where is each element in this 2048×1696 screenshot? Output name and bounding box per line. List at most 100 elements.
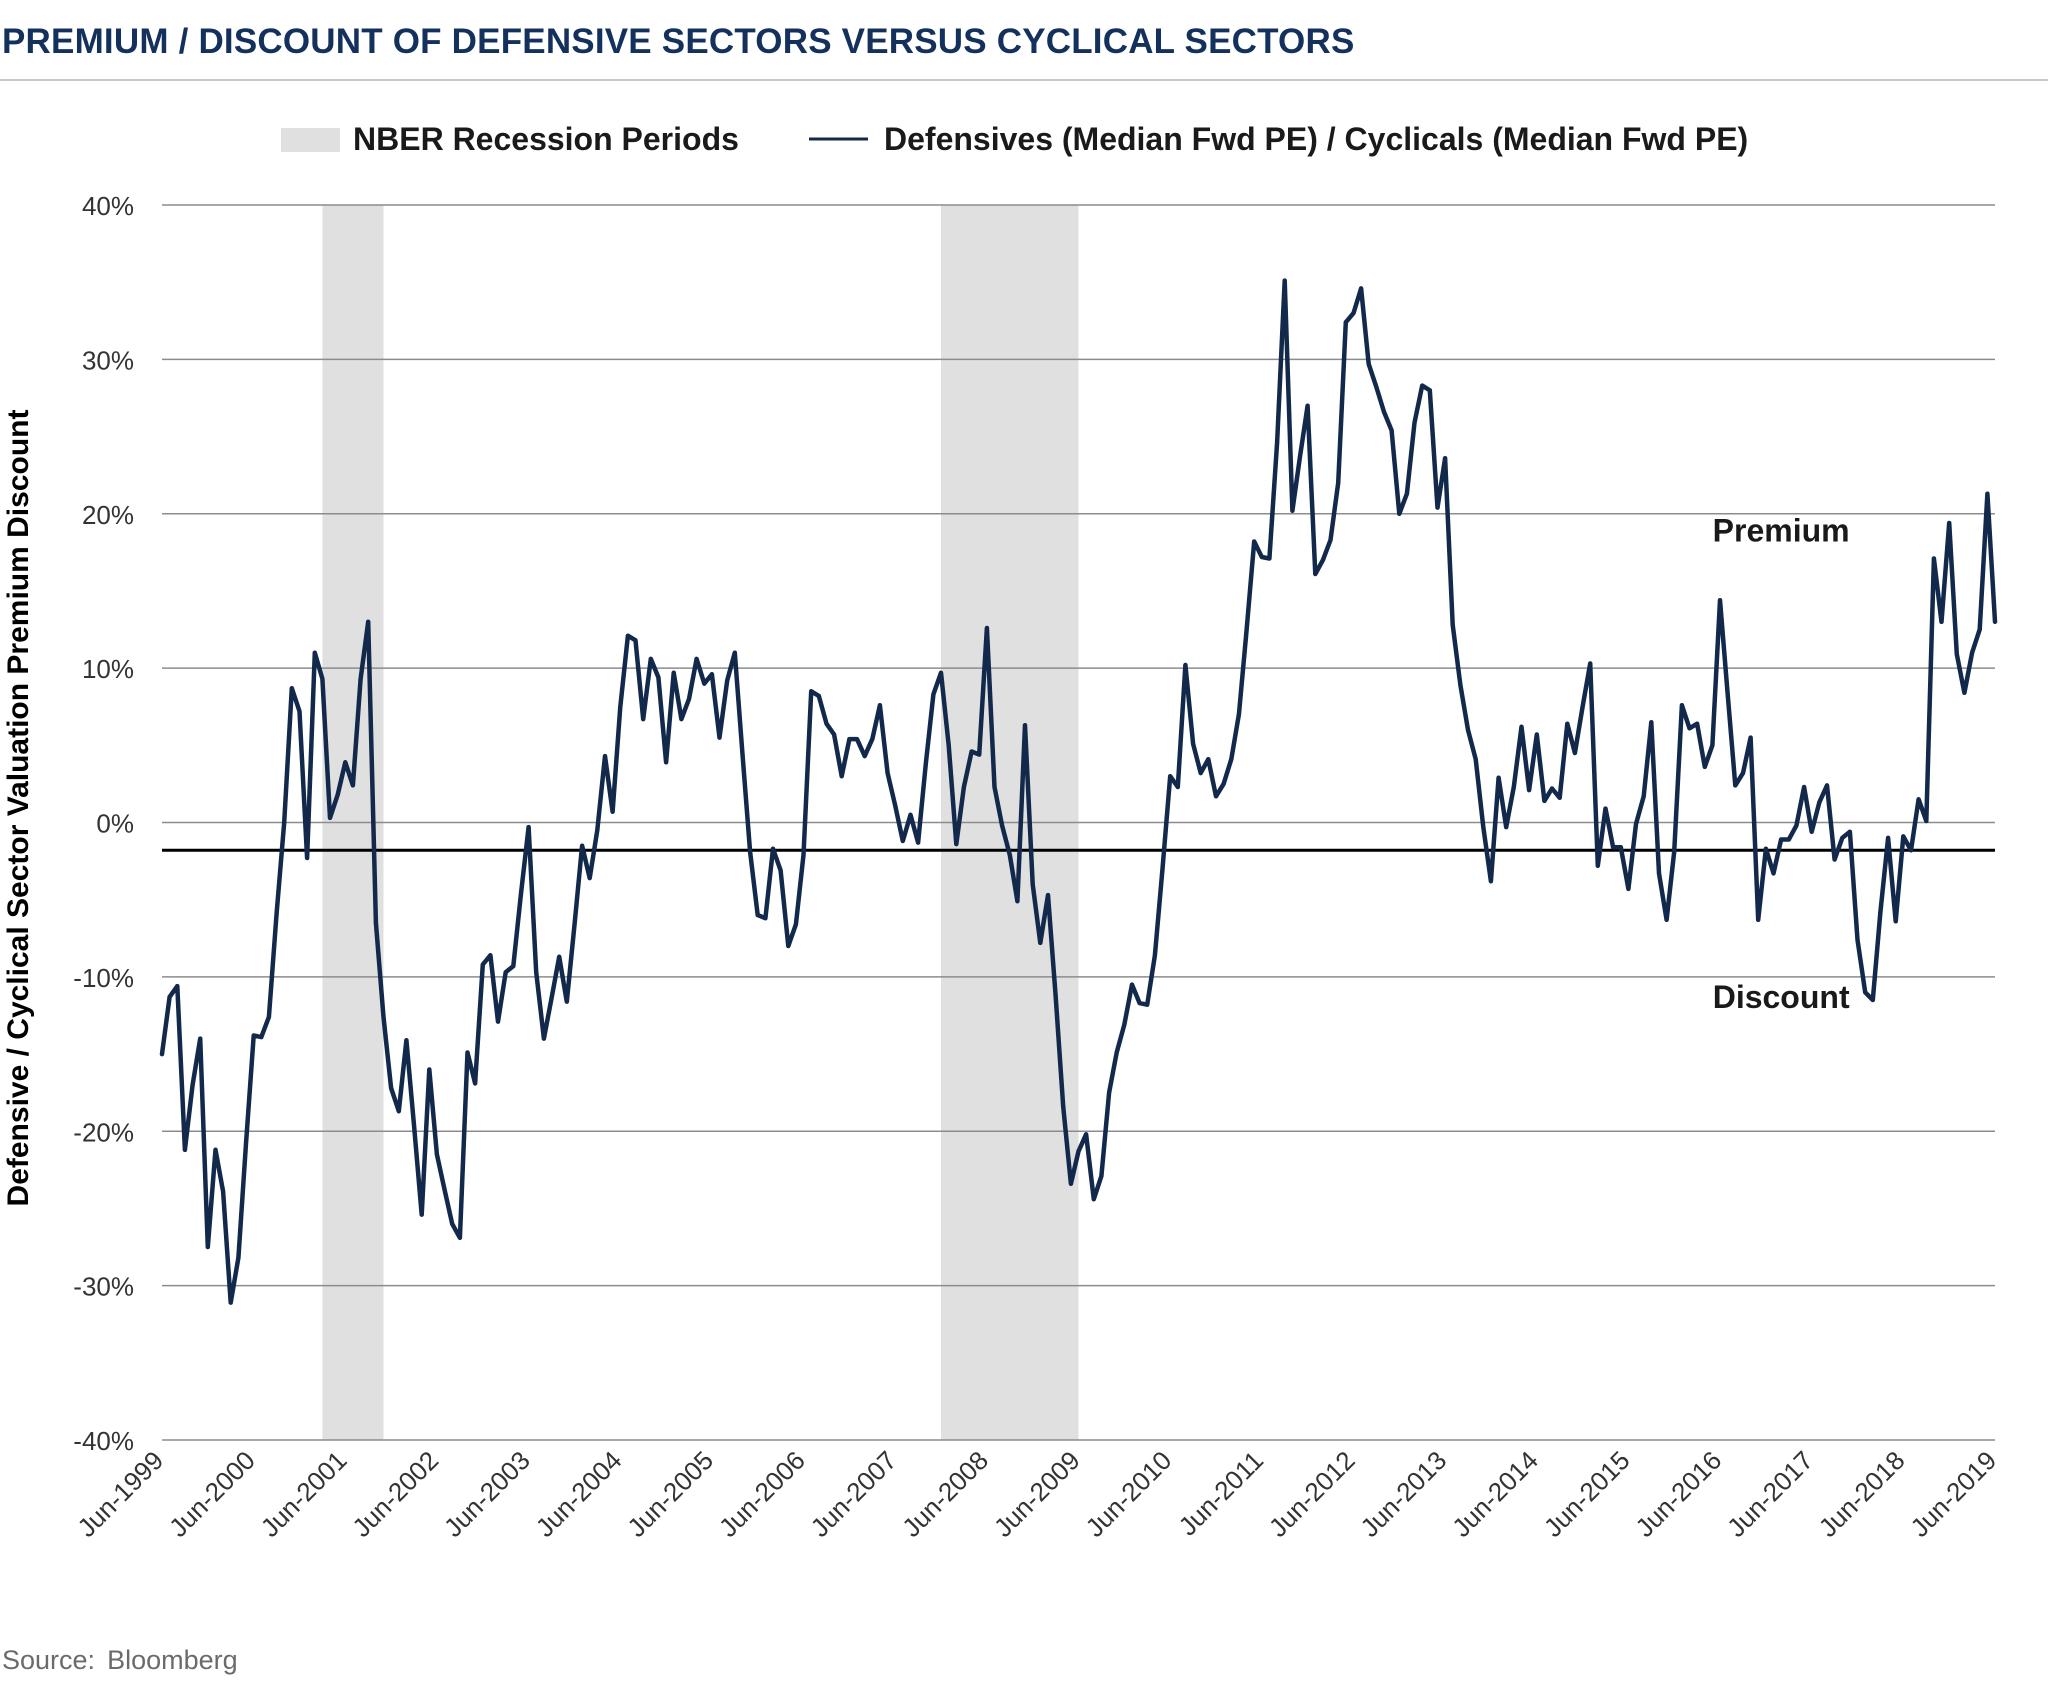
data-point (801, 852, 806, 857)
data-point (946, 743, 951, 748)
data-point (1840, 835, 1845, 840)
data-point (1130, 982, 1134, 987)
data-point (862, 754, 867, 759)
data-point (1916, 797, 1921, 802)
data-point (702, 681, 707, 686)
data-point (580, 843, 585, 848)
data-point (373, 920, 378, 925)
data-point (557, 954, 562, 959)
data-point (1320, 558, 1325, 563)
data-point (687, 697, 691, 701)
data-point (1175, 785, 1180, 789)
data-point (900, 839, 905, 843)
data-point (1298, 454, 1302, 459)
y-axis-label: Defensive / Cyclical Sector Valuation Pr… (2, 410, 35, 1207)
data-point (1504, 825, 1509, 830)
x-tick-label: Jun-2007 (805, 1445, 903, 1543)
data-point (809, 689, 814, 694)
data-point (1924, 819, 1929, 823)
data-point (717, 735, 722, 740)
data-point (1206, 757, 1211, 762)
data-point (1931, 556, 1936, 561)
data-point (1038, 940, 1043, 945)
data-point (541, 1036, 546, 1041)
data-point (228, 1300, 233, 1305)
data-point (1618, 845, 1623, 850)
data-point (496, 1019, 500, 1024)
data-point (182, 1147, 187, 1152)
data-point (1779, 837, 1784, 842)
data-point (381, 1015, 386, 1019)
y-tick-label: -10% (73, 963, 134, 993)
data-point (992, 785, 997, 789)
data-point (725, 678, 730, 683)
data-point (763, 916, 768, 921)
data-point (1756, 917, 1761, 922)
data-point (1832, 857, 1837, 862)
data-point (1443, 456, 1448, 461)
data-point (1985, 491, 1990, 496)
data-point (1397, 511, 1402, 516)
data-point (1542, 798, 1547, 803)
data-point (778, 868, 783, 873)
data-point (1435, 505, 1440, 510)
data-point (1565, 721, 1570, 726)
data-point (1664, 917, 1669, 922)
data-point (885, 771, 890, 776)
data-point (549, 996, 554, 1001)
data-point (1634, 822, 1638, 826)
data-point (305, 856, 310, 860)
series-layer (159, 278, 1998, 1305)
x-tick-label: Jun-2001 (255, 1445, 353, 1543)
data-point (1068, 1181, 1073, 1186)
data-point (244, 1141, 248, 1146)
data-point (595, 828, 600, 833)
data-point (816, 693, 821, 698)
y-tick-label: 10% (82, 654, 134, 684)
data-point (618, 704, 623, 709)
x-tick-label: Jun-2016 (1629, 1445, 1727, 1543)
data-point (1290, 508, 1295, 513)
data-point (412, 1123, 416, 1128)
data-point (1053, 993, 1058, 998)
data-point (1825, 783, 1829, 788)
x-tick-label: Jun-1999 (71, 1445, 169, 1543)
data-point (480, 962, 485, 967)
data-point (1511, 785, 1516, 789)
data-point (977, 752, 982, 757)
x-tick-label: Jun-2010 (1080, 1445, 1178, 1543)
annotations: Premium Discount (1713, 513, 1850, 1015)
data-point (213, 1147, 218, 1152)
data-point (526, 825, 531, 830)
data-point (343, 760, 348, 765)
data-point (350, 783, 355, 788)
data-point (1000, 823, 1005, 828)
x-tick-label: Jun-2012 (1263, 1445, 1361, 1543)
data-point (1198, 771, 1203, 776)
data-point (1939, 619, 1944, 624)
data-point (648, 656, 653, 661)
data-point (748, 849, 753, 854)
data-point (732, 650, 737, 655)
data-point (1534, 732, 1539, 737)
data-point (1389, 428, 1394, 433)
data-point (1695, 721, 1700, 726)
data-point (1114, 1050, 1119, 1055)
data-point (1046, 893, 1050, 898)
data-point (1611, 845, 1616, 850)
data-point (641, 717, 646, 722)
data-point (1382, 409, 1386, 414)
data-point (1878, 910, 1883, 914)
x-tick-label: Jun-2018 (1813, 1445, 1911, 1543)
data-point (1893, 919, 1898, 924)
data-point (1099, 1174, 1104, 1178)
data-point (954, 842, 959, 847)
data-point (1374, 385, 1379, 390)
data-point (221, 1189, 226, 1194)
data-point (1122, 1022, 1127, 1027)
data-point (1947, 521, 1952, 525)
data-point (839, 774, 844, 779)
data-point (274, 911, 279, 916)
data-point (503, 970, 508, 975)
x-tick-label: Jun-2017 (1721, 1445, 1819, 1543)
